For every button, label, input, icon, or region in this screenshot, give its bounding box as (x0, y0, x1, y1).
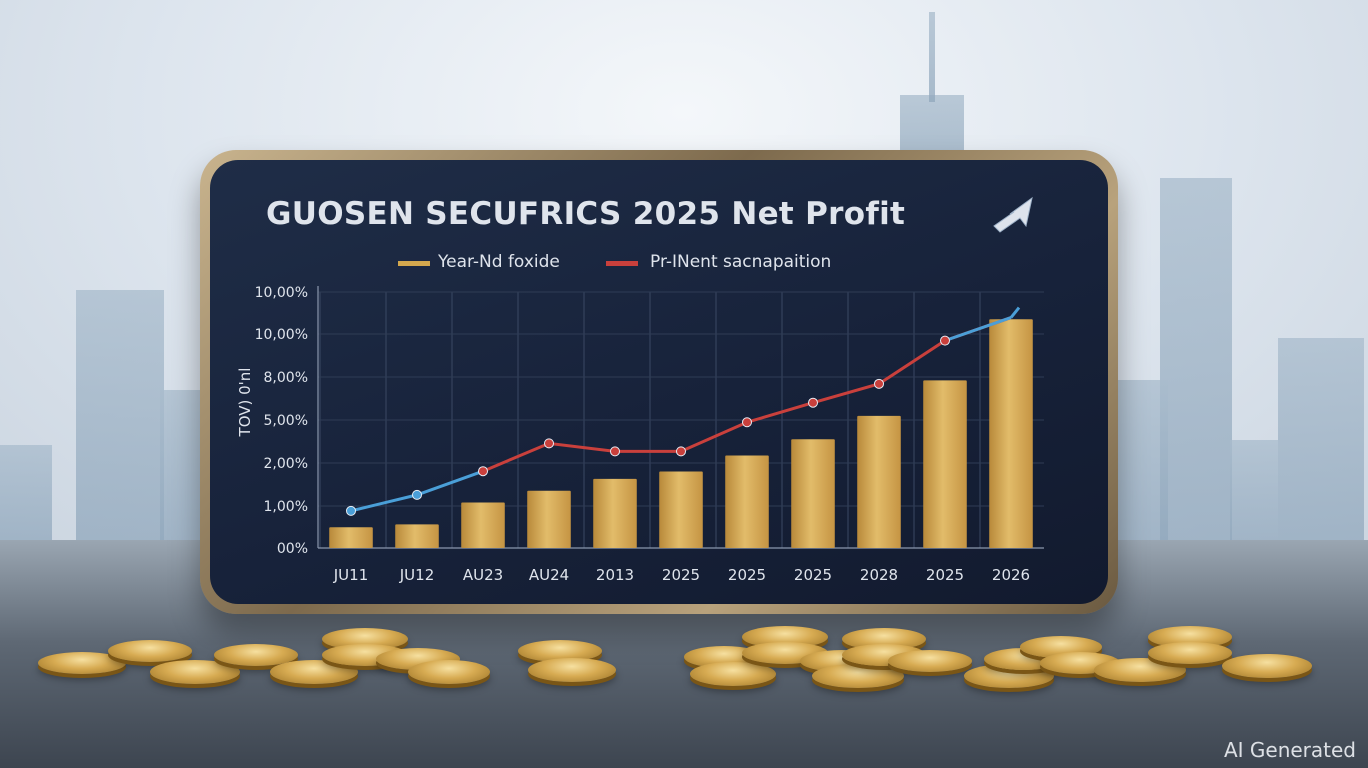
skyline-building (1118, 380, 1168, 546)
coin (518, 640, 602, 662)
legend-bar-swatch (398, 261, 430, 266)
line-point (676, 446, 686, 457)
bar (725, 455, 769, 548)
chart-plot: 00% 1,00% 2,00% 5,00% 8,00% 10,00% 10,00% JU11 J… (236, 196, 1044, 584)
y-axis-label: TOV) 0'nl (236, 368, 254, 438)
x-tick-label: 2013 (596, 566, 634, 584)
x-tick-label: JU11 (333, 566, 369, 584)
line-point (610, 446, 620, 457)
legend-line-label: Pr-INent sacnapaition (650, 252, 832, 272)
x-tick-label: AU23 (463, 566, 503, 584)
skyline-building (160, 390, 200, 545)
x-tick-label: JU12 (399, 566, 435, 584)
coin (812, 664, 904, 688)
y-tick-label: 10,00% (255, 285, 308, 301)
series-line (1009, 306, 1021, 319)
x-tick-label: 2025 (728, 566, 766, 584)
coin (108, 640, 192, 662)
legend-bar-label: Year-Nd foxide (438, 252, 560, 272)
x-tick-label: 2026 (992, 566, 1030, 584)
bar (527, 490, 571, 548)
line-point (874, 378, 884, 389)
bar (329, 527, 373, 548)
skyline-building (76, 290, 164, 546)
coin (1148, 642, 1232, 664)
line-point (742, 417, 752, 428)
watermark: AI Generated (1223, 738, 1356, 762)
line-point (544, 438, 554, 449)
chart-title: GUOSEN SECUFRICS 2025 Net Profit (266, 196, 906, 232)
display-panel: GUOSEN SECUFRICS 2025 Net Profit Year-Nd… (200, 150, 1118, 614)
bar (659, 471, 703, 548)
y-tick-label: 8,00% (264, 370, 308, 386)
coin (690, 662, 776, 686)
skyline-building (0, 445, 52, 545)
line-point (346, 505, 356, 516)
x-tick-label: 2025 (794, 566, 832, 584)
skyline-building (929, 12, 935, 102)
line-point (940, 335, 950, 346)
skyline-building (1278, 338, 1364, 546)
bar (857, 415, 901, 548)
chart-legend: Year-Nd foxide Pr-INent sacnapaition (210, 252, 1108, 274)
coin (150, 660, 240, 684)
bar (395, 524, 439, 548)
bar (461, 502, 505, 548)
y-tick-label: 10,00% (255, 327, 308, 343)
y-tick-label: 5,00% (264, 413, 308, 429)
line-point (808, 397, 818, 408)
skyline-building (1160, 178, 1232, 546)
coin (528, 658, 616, 682)
arrow-up-right-icon (993, 196, 1033, 233)
bar (593, 478, 637, 548)
line-point (478, 466, 488, 477)
bar (923, 380, 967, 548)
bar (989, 319, 1033, 548)
line-point (412, 489, 422, 500)
coin (214, 644, 298, 666)
x-tick-label: AU24 (529, 566, 569, 584)
skyline-building (1230, 440, 1278, 546)
x-tick-label: 2025 (662, 566, 700, 584)
x-tick-label: 2025 (926, 566, 964, 584)
bar (791, 439, 835, 548)
y-tick-label: 2,00% (264, 456, 308, 472)
y-tick-label: 1,00% (264, 499, 308, 515)
series-line (944, 316, 1012, 343)
legend-line-swatch (606, 261, 638, 266)
x-tick-label: 2028 (860, 566, 898, 584)
coin (888, 650, 972, 672)
coin (1222, 654, 1312, 678)
chart-screen: GUOSEN SECUFRICS 2025 Net Profit Year-Nd… (210, 160, 1108, 604)
coin (408, 660, 490, 684)
coin (38, 652, 126, 674)
y-tick-label: 00% (277, 541, 308, 557)
